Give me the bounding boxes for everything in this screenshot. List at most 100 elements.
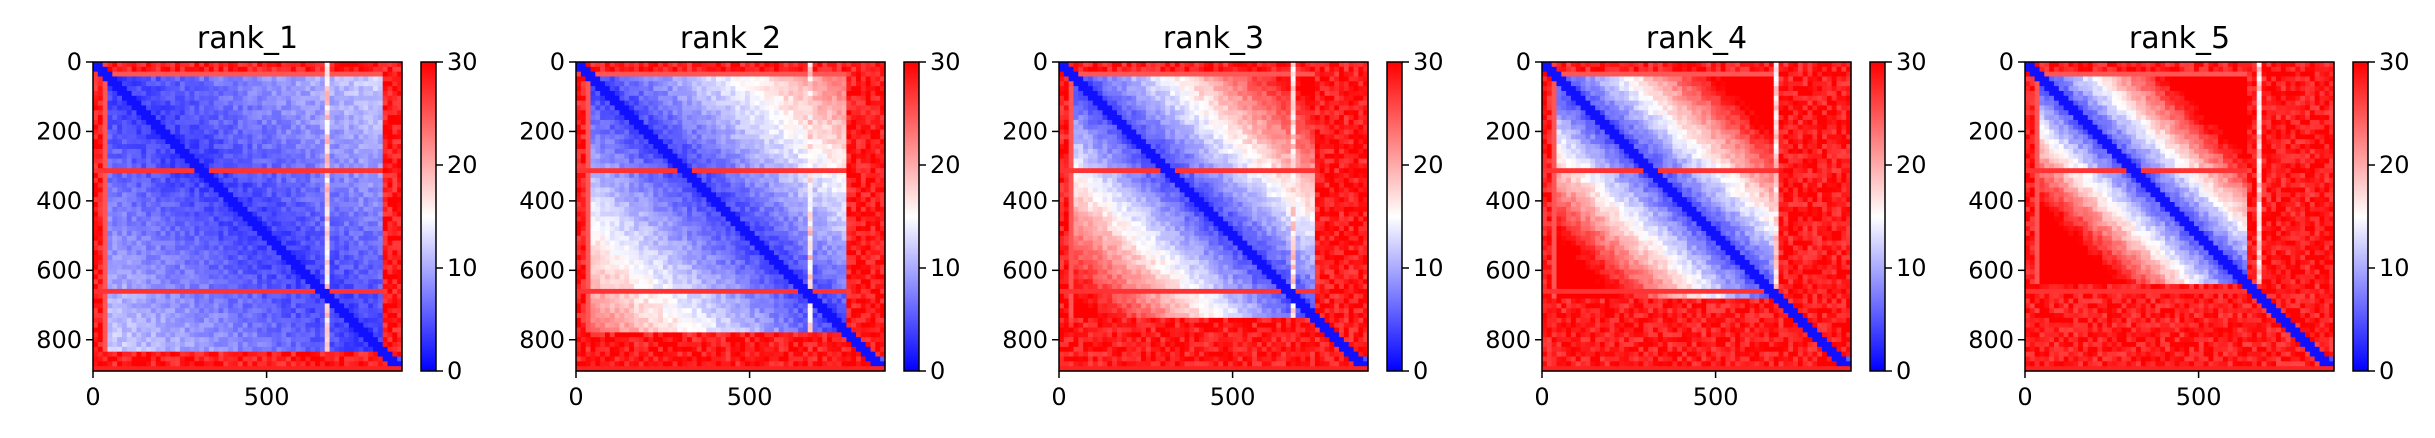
heatmap-cell [102,288,109,295]
heatmap-cell [97,81,104,87]
heatmap-cell [218,158,224,164]
heatmap-cell [373,202,379,208]
heatmap-cell [170,279,176,285]
heatmap-cell [93,279,99,285]
heatmap-cell [141,230,147,237]
heatmap-cell [184,255,191,261]
heatmap-cell [310,129,316,136]
heatmap-cell [179,81,186,87]
heatmap-cell [334,173,340,179]
heatmap-cell [672,115,678,121]
heatmap-cell [344,124,350,131]
heatmap-cell [281,124,287,131]
heatmap-cell [237,269,244,276]
heatmap-cell [382,153,389,160]
heatmap-cell [377,255,384,261]
heatmap-cell [677,81,683,87]
heatmap-cell [117,158,123,164]
heatmap-cell [300,144,307,150]
heatmap-cell [136,226,142,232]
heatmap-cell [286,250,292,256]
x-tick-label: 0 [85,383,100,411]
heatmap-cell [199,332,205,338]
heatmap-cell [807,110,814,116]
heatmap-cell [590,115,596,121]
heatmap-cell [237,313,244,319]
heatmap-cell [324,366,331,372]
heatmap-cell [653,119,659,126]
heatmap-cell [880,110,886,116]
heatmap-cell [204,197,210,203]
heatmap-cell [629,71,635,78]
heatmap-cell [160,100,167,107]
heatmap-cell [344,129,350,136]
heatmap-cell [353,221,360,227]
heatmap-cell [353,153,360,160]
heatmap-cell [112,230,118,237]
heatmap-cell [252,221,258,227]
heatmap-cell [218,115,224,121]
heatmap-cell [851,76,857,82]
heatmap-cell [377,298,384,305]
heatmap-cell [344,206,350,213]
heatmap-cell [165,148,171,155]
heatmap-cell [213,100,220,107]
heatmap-cell [242,298,249,305]
heatmap-cell [363,245,369,251]
heatmap-cell [827,95,833,102]
heatmap-cell [93,62,99,68]
heatmap-cell [233,110,239,116]
heatmap-cell [252,245,258,251]
heatmap-cell [189,226,195,232]
heatmap-cell [131,139,138,145]
heatmap-cell [295,182,302,189]
heatmap-cell [257,105,263,111]
heatmap-cell [261,284,268,290]
heatmap-cell [184,76,191,82]
heatmap-cell [397,313,403,319]
heatmap-cell [353,192,360,198]
heatmap-cell [339,158,345,164]
heatmap-cell [377,124,384,131]
heatmap-cell [237,245,244,251]
heatmap-cell [112,119,118,126]
heatmap-cell [160,337,167,343]
heatmap-cell [261,303,268,309]
heatmap-cell [131,86,138,92]
heatmap-cell [150,322,157,329]
heatmap-cell [160,86,167,92]
heatmap-cell [798,110,804,116]
heatmap-cell [344,153,350,160]
heatmap-cell [802,66,809,73]
heatmap-cell [261,356,268,362]
heatmap-cell [121,168,128,174]
heatmap-cell [677,62,683,68]
heatmap-cell [677,71,683,78]
heatmap-cell [802,105,809,111]
heatmap-cell [305,71,311,78]
heatmap-cell [165,81,171,87]
heatmap-cell [363,288,369,295]
heatmap-cell [865,110,872,116]
heatmap-cell [257,124,263,131]
heatmap-cell [189,235,195,242]
heatmap-cell [271,192,278,198]
heatmap-cell [822,86,828,92]
heatmap-cell [319,62,326,68]
heatmap-cell [387,235,393,242]
heatmap-cell [807,86,814,92]
heatmap-cell [295,197,302,203]
heatmap-cell [373,240,379,247]
heatmap-cell [339,361,345,367]
heatmap-cell [324,264,331,271]
heatmap-cell [228,119,234,126]
heatmap-cell [595,81,601,87]
heatmap-cell [363,313,369,319]
heatmap-cell [150,139,157,145]
heatmap-cell [358,95,364,102]
heatmap-cell [744,110,751,116]
heatmap-cell [595,95,601,102]
heatmap-cell [213,284,220,290]
heatmap-cell [136,366,142,372]
heatmap-cell [348,303,355,309]
